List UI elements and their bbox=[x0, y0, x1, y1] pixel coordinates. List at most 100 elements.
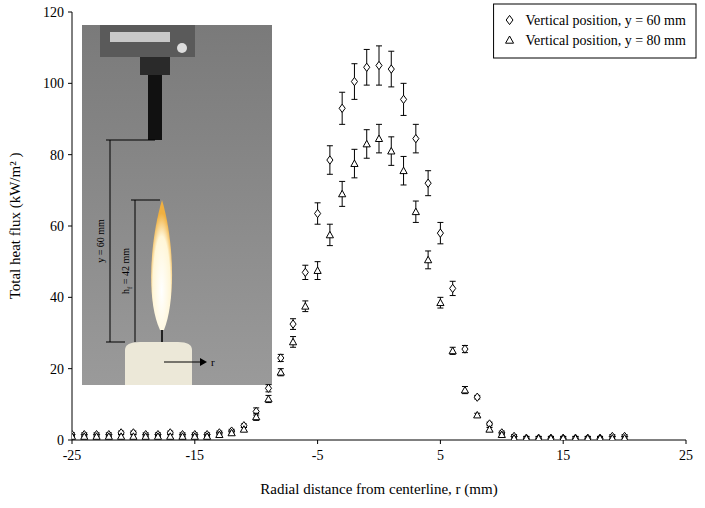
error-bar bbox=[401, 83, 407, 115]
flame bbox=[151, 200, 172, 330]
marker bbox=[72, 431, 75, 439]
plot-area bbox=[72, 46, 628, 440]
candle bbox=[125, 342, 192, 385]
y-tick-label: 40 bbox=[50, 290, 64, 305]
marker bbox=[253, 413, 260, 419]
marker bbox=[94, 431, 100, 439]
error-bar bbox=[351, 64, 357, 100]
error-bar bbox=[265, 385, 271, 392]
x-tick bbox=[686, 440, 687, 444]
legend: Vertical position, y = 60 mmVertical pos… bbox=[494, 4, 696, 58]
axes: 020406080100120-25-15-551525Radial dista… bbox=[7, 5, 693, 498]
marker bbox=[401, 95, 407, 103]
marker bbox=[265, 384, 271, 392]
x-tick bbox=[317, 440, 318, 444]
error-bar bbox=[364, 49, 370, 85]
legend-marker bbox=[506, 36, 514, 43]
probe-fitting bbox=[177, 43, 187, 53]
dimension-line bbox=[106, 140, 155, 141]
x-axis-title: Radial distance from centerline, r (mm) bbox=[260, 481, 497, 498]
marker bbox=[339, 190, 346, 196]
marker bbox=[560, 435, 567, 440]
error-bar bbox=[339, 181, 345, 206]
error-bar bbox=[339, 92, 345, 124]
y-tick bbox=[68, 368, 72, 369]
error-cap bbox=[388, 51, 394, 52]
error-cap bbox=[376, 45, 382, 46]
x-tick-label: -25 bbox=[63, 448, 82, 463]
y-axis-title: Total heat flux (kW/m² ) bbox=[7, 153, 24, 300]
error-cap bbox=[351, 99, 357, 100]
marker bbox=[609, 432, 615, 440]
probe-holder bbox=[100, 25, 195, 57]
y-tick-label: 60 bbox=[50, 219, 64, 234]
marker bbox=[548, 434, 554, 440]
error-cap bbox=[327, 245, 333, 246]
marker bbox=[179, 433, 186, 439]
marker bbox=[327, 156, 333, 164]
error-cap bbox=[425, 250, 431, 251]
marker bbox=[523, 435, 530, 440]
marker bbox=[584, 435, 591, 440]
error-bar bbox=[315, 203, 321, 224]
dimension-line bbox=[135, 200, 136, 342]
error-bar bbox=[388, 51, 394, 87]
error-cap bbox=[364, 85, 370, 86]
error-cap bbox=[351, 63, 357, 64]
error-bar bbox=[425, 171, 431, 196]
error-cap bbox=[401, 115, 407, 116]
error-bar bbox=[376, 46, 382, 85]
error-bar bbox=[462, 387, 468, 394]
marker bbox=[376, 61, 382, 69]
error-bar bbox=[376, 124, 382, 153]
x-tick-label: -15 bbox=[185, 448, 204, 463]
error-bar bbox=[364, 130, 370, 159]
marker bbox=[105, 433, 112, 439]
marker bbox=[572, 435, 579, 440]
marker bbox=[118, 433, 125, 439]
x-tick-label: 15 bbox=[556, 448, 570, 463]
marker bbox=[499, 429, 505, 437]
y-tick-label: 100 bbox=[43, 76, 64, 91]
marker bbox=[585, 434, 591, 440]
error-cap bbox=[376, 85, 382, 86]
marker bbox=[277, 369, 284, 375]
error-cap bbox=[290, 318, 296, 319]
y-tick bbox=[68, 440, 72, 441]
error-cap bbox=[437, 243, 443, 244]
y-tick-label: 120 bbox=[43, 5, 64, 20]
marker bbox=[412, 208, 419, 214]
error-cap bbox=[401, 184, 407, 185]
series-0 bbox=[72, 46, 628, 440]
dimension-line bbox=[110, 140, 111, 342]
marker bbox=[203, 433, 210, 439]
marker bbox=[155, 431, 161, 439]
dimension-line bbox=[131, 200, 160, 201]
y-tick-label: 0 bbox=[57, 433, 64, 448]
marker bbox=[510, 435, 517, 440]
error-bar bbox=[401, 156, 407, 185]
error-bar bbox=[302, 301, 308, 312]
error-cap bbox=[437, 222, 443, 223]
marker bbox=[339, 104, 345, 112]
marker bbox=[351, 160, 358, 166]
marker bbox=[289, 338, 296, 344]
error-bar bbox=[462, 345, 468, 352]
y-tick bbox=[68, 12, 72, 13]
series-1 bbox=[72, 124, 628, 440]
marker bbox=[142, 433, 149, 439]
error-cap bbox=[339, 181, 345, 182]
error-bar bbox=[450, 347, 456, 354]
marker bbox=[192, 431, 198, 439]
x-tick bbox=[194, 440, 195, 444]
error-cap bbox=[401, 83, 407, 84]
marker bbox=[315, 209, 321, 217]
error-bar bbox=[315, 262, 321, 280]
error-cap bbox=[425, 195, 431, 196]
marker bbox=[72, 433, 76, 439]
marker bbox=[240, 426, 247, 432]
error-cap bbox=[413, 152, 419, 153]
marker bbox=[351, 77, 357, 85]
marker bbox=[437, 299, 444, 305]
marker bbox=[622, 432, 628, 440]
